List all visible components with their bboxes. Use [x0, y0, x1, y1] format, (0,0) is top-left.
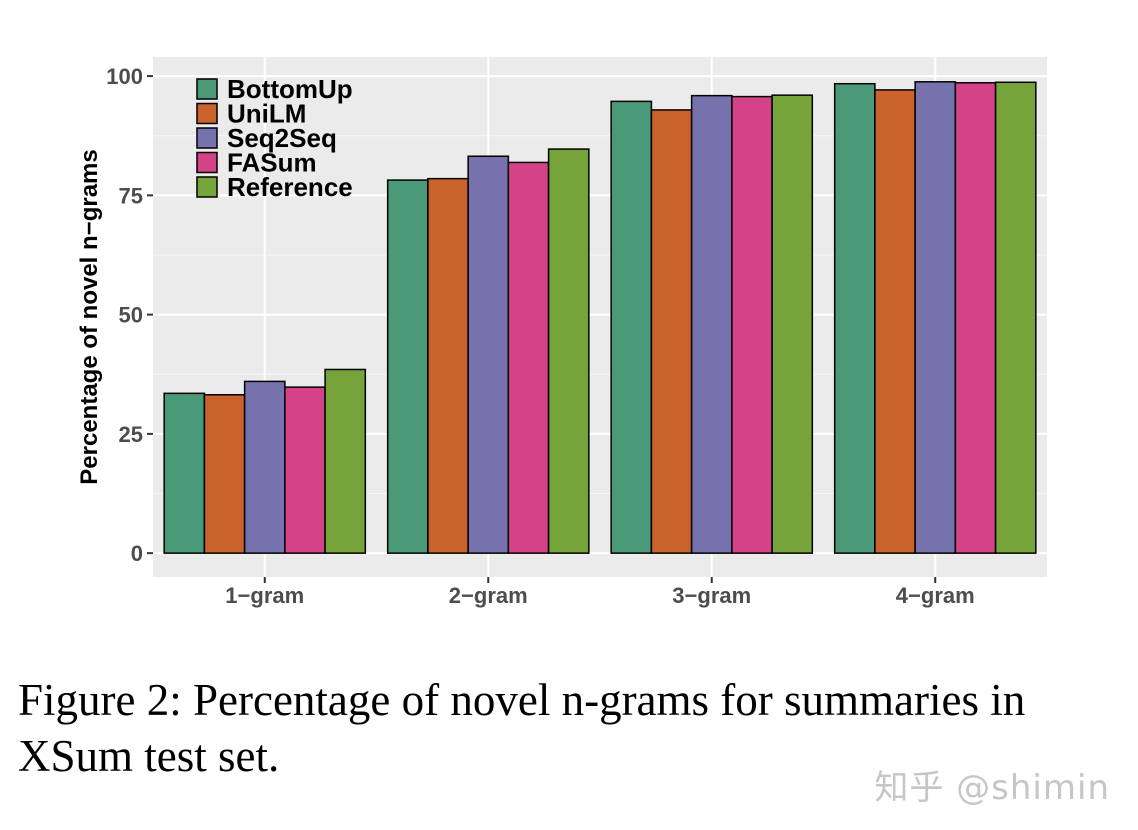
bar-seq2seq-3	[690, 94, 733, 554]
legend-label-seq2seq: Seq2Seq	[227, 123, 337, 153]
bar-unilm-2	[427, 177, 469, 554]
legend-label-reference: Reference	[227, 172, 353, 202]
bar-unilm-4	[874, 89, 916, 554]
x-tick-label: 1−gram	[225, 583, 304, 608]
y-tick-label: 0	[131, 541, 143, 566]
legend-swatch-fasum	[196, 151, 218, 174]
watermark: 知乎 @shimin	[874, 768, 1110, 808]
y-tick-label: 75	[119, 183, 143, 208]
legend-label-unilm: UniLM	[227, 99, 306, 129]
bar-unilm-3	[650, 109, 693, 554]
bars	[163, 81, 1037, 554]
bar-bottomup-2	[386, 179, 429, 554]
legend-swatch-unilm	[196, 102, 218, 125]
legend-swatch-seq2seq	[196, 127, 218, 149]
bar-seq2seq-2	[467, 155, 510, 554]
bar-reference-2	[547, 148, 590, 554]
x-tick-label: 4−gram	[896, 583, 975, 608]
y-axis-title: Percentage of novel n−grams	[76, 149, 103, 484]
bar-fasum-4	[954, 82, 997, 554]
legend-label-bottomup: BottomUp	[227, 74, 353, 104]
bar-reference-3	[771, 94, 814, 554]
bar-bottomup-3	[610, 100, 653, 554]
y-tick-label: 25	[119, 422, 143, 447]
legend-swatch-reference	[196, 176, 218, 198]
bar-fasum-2	[507, 161, 550, 554]
bar-reference-1	[324, 368, 367, 554]
bar-fasum-3	[731, 95, 773, 554]
bar-reference-4	[994, 81, 1037, 554]
x-tick-label: 2−gram	[449, 583, 528, 608]
bar-bottomup-1	[163, 392, 206, 554]
legend-label-fasum: FASum	[227, 148, 317, 178]
legend-swatch-bottomup	[196, 78, 218, 100]
y-axis: 0 25 50 75 100	[106, 64, 153, 566]
y-tick-label: 100	[106, 64, 143, 89]
y-tick-label: 50	[119, 303, 143, 328]
bar-seq2seq-1	[243, 380, 286, 554]
bar-seq2seq-4	[914, 81, 957, 554]
bar-fasum-1	[284, 386, 326, 554]
x-axis: 1−gram 2−gram 3−gram 4−gram	[225, 577, 975, 608]
figure-caption: Figure 2: Percentage of novel n-grams fo…	[18, 675, 1026, 781]
bar-chart: 0 25 50 75 100 1−gram 2−gram 3−gram 4−gram Perc…	[76, 57, 1047, 608]
bar-unilm-1	[203, 394, 246, 554]
bar-bottomup-4	[833, 82, 876, 554]
x-tick-label: 3−gram	[672, 583, 751, 608]
